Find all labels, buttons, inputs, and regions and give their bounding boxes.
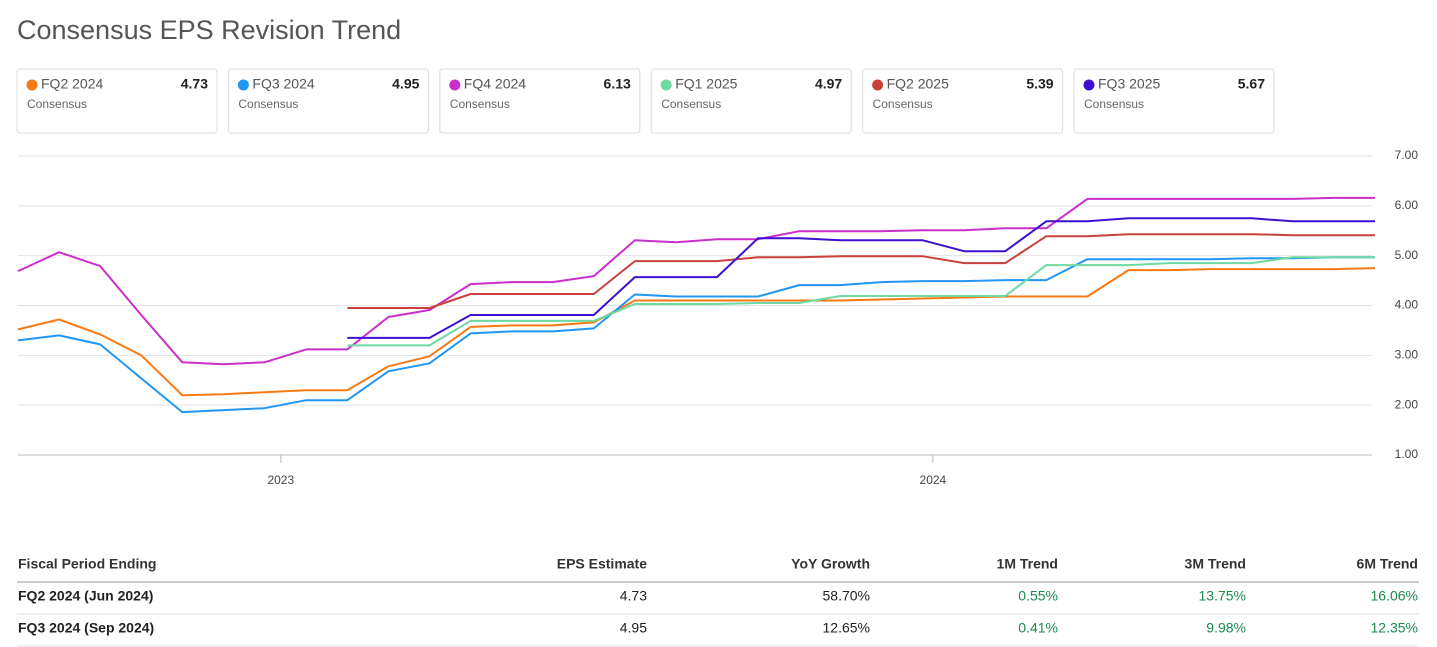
legend-value: 4.97 — [815, 76, 842, 92]
table-header: YoY Growth — [791, 556, 870, 572]
legend-name: FQ1 2025 — [675, 76, 737, 92]
x-tick-label: 2024 — [920, 473, 947, 487]
table-cell: FQ3 2024 (Sep 2024) — [18, 620, 154, 636]
y-tick-label: 1.00 — [1395, 447, 1419, 461]
y-tick-label: 3.00 — [1395, 348, 1419, 362]
legend-card[interactable] — [227, 68, 429, 134]
legend-dot — [449, 79, 461, 91]
table-cell: 9.98% — [1206, 620, 1246, 636]
table-header: 6M Trend — [1357, 556, 1418, 572]
table-cell: 0.55% — [1018, 588, 1058, 604]
legend-name: FQ2 2024 — [41, 76, 103, 92]
legend-value: 6.13 — [604, 76, 631, 92]
legend-name: FQ3 2025 — [1098, 76, 1160, 92]
y-tick-label: 6.00 — [1395, 198, 1419, 212]
table-cell: 12.65% — [823, 620, 870, 636]
series-line — [17, 267, 1376, 397]
table-header: Fiscal Period Ending — [18, 556, 156, 572]
table-cell: 0.41% — [1018, 620, 1058, 636]
table-cell: 13.75% — [1199, 588, 1246, 604]
legend-caption: Consensus — [661, 97, 721, 111]
legend-card[interactable] — [16, 68, 218, 134]
y-tick-label: 7.00 — [1395, 148, 1419, 162]
legend-caption: Consensus — [1084, 97, 1144, 111]
legend-card[interactable] — [439, 68, 641, 134]
legend-caption: Consensus — [450, 97, 510, 111]
legend-caption: Consensus — [873, 97, 933, 111]
legend-name: FQ2 2025 — [887, 76, 949, 92]
series-line — [347, 217, 1375, 339]
page-title: Consensus EPS Revision Trend — [17, 15, 401, 45]
series-line — [347, 233, 1375, 309]
legend-value: 4.73 — [181, 76, 208, 92]
table-header: 1M Trend — [997, 556, 1058, 572]
series-line — [17, 196, 1375, 366]
series-line — [347, 256, 1375, 347]
table-header: 3M Trend — [1185, 556, 1246, 572]
legend-value: 5.67 — [1238, 76, 1265, 92]
legend-dot — [237, 79, 249, 91]
legend-dot — [660, 79, 672, 91]
table-cell: 4.95 — [620, 620, 647, 636]
legend-name: FQ3 2024 — [252, 76, 314, 92]
legend-value: 4.95 — [392, 76, 419, 92]
x-tick-label: 2023 — [267, 473, 294, 487]
table-cell: 12.35% — [1371, 620, 1418, 636]
y-tick-label: 5.00 — [1395, 248, 1419, 262]
table-cell: 58.70% — [823, 588, 870, 604]
y-tick-label: 4.00 — [1395, 298, 1419, 312]
legend-name: FQ4 2024 — [464, 76, 526, 92]
legend-value: 5.39 — [1026, 76, 1053, 92]
legend-dot — [872, 79, 884, 91]
table-header: EPS Estimate — [557, 556, 647, 572]
legend-card[interactable] — [650, 68, 852, 134]
legend-dot — [26, 79, 38, 91]
table-cell: 4.73 — [620, 588, 647, 604]
legend-card[interactable] — [1073, 68, 1275, 134]
series-line — [17, 256, 1375, 414]
table-cell: 16.06% — [1371, 588, 1418, 604]
legend-dot — [1083, 79, 1095, 91]
legend-caption: Consensus — [238, 97, 298, 111]
legend-caption: Consensus — [27, 97, 87, 111]
y-tick-label: 2.00 — [1395, 397, 1419, 411]
table-cell: FQ2 2024 (Jun 2024) — [18, 588, 153, 604]
legend-card[interactable] — [862, 68, 1064, 134]
